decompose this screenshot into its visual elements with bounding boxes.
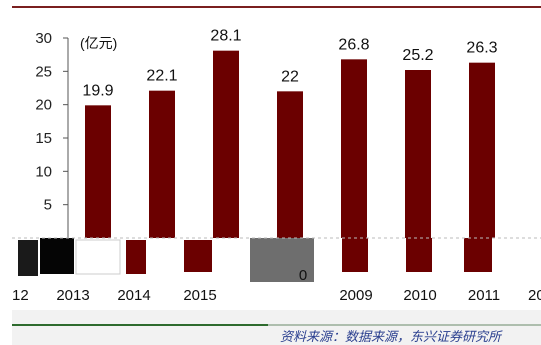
bar xyxy=(405,70,431,238)
bar xyxy=(213,50,239,238)
unit-label: (亿元) xyxy=(80,35,117,51)
data-label: 25.2 xyxy=(402,47,433,64)
data-label: 26.3 xyxy=(466,40,497,57)
bar xyxy=(85,105,111,238)
x-tick-label: 2010 xyxy=(403,287,436,304)
data-label: 19.9 xyxy=(82,82,113,99)
y-tick-label: 10 xyxy=(35,163,52,180)
y-tick-label: 5 xyxy=(44,197,52,214)
x-tick-label: 0 xyxy=(299,267,307,284)
x-tick-label: 2014 xyxy=(117,287,150,304)
y-tick-label: 20 xyxy=(35,97,52,114)
y-tick-label: 30 xyxy=(35,30,52,47)
x-tick-label: 20 xyxy=(528,287,541,304)
bar-group xyxy=(85,50,495,239)
data-label: 22.1 xyxy=(146,68,177,85)
data-label-group: 19.9 22.1 28.1 22 26.8 25.2 26.3 xyxy=(82,28,497,100)
source-text: 资料来源：数据来源，东兴证券研究所 xyxy=(280,329,503,345)
data-label: 22 xyxy=(281,68,299,85)
x-tick-group: 12 2013 2014 2015 0 2009 2010 2011 20 xyxy=(12,267,541,304)
x-tick-label: 2015 xyxy=(183,287,216,304)
bar xyxy=(469,62,495,238)
bar xyxy=(149,90,175,239)
glitch-band xyxy=(12,237,541,282)
bar xyxy=(341,59,367,239)
y-tick-group: 5 10 15 20 25 30 xyxy=(35,30,68,214)
x-tick-label: 2011 xyxy=(468,287,500,304)
x-tick-label: 2009 xyxy=(339,287,372,304)
data-label: 28.1 xyxy=(210,28,241,45)
x-tick-label: 12 xyxy=(12,287,29,304)
data-label: 26.8 xyxy=(338,36,369,53)
footer-band: 资料来源：数据来源，东兴证券研究所 xyxy=(12,310,541,345)
y-tick-label: 15 xyxy=(35,130,52,147)
y-tick-label: 25 xyxy=(35,63,52,80)
x-tick-label: 2013 xyxy=(56,287,89,304)
bar xyxy=(277,91,303,238)
